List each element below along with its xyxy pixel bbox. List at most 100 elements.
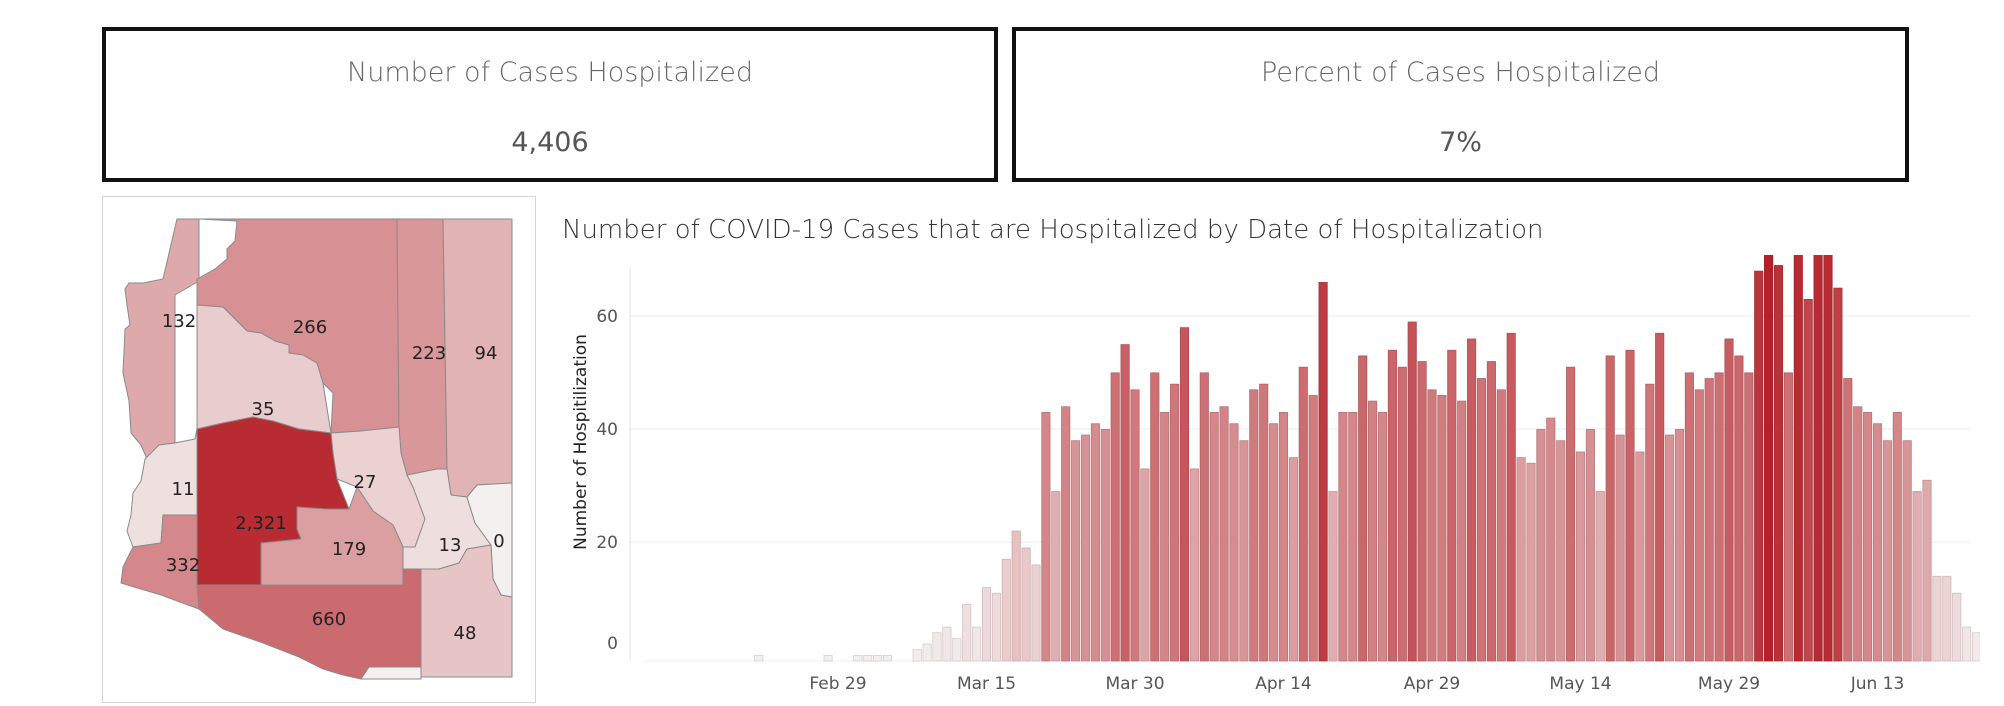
bar[interactable] xyxy=(1219,406,1229,662)
bar[interactable] xyxy=(754,654,764,662)
bar[interactable] xyxy=(1239,440,1249,662)
bar[interactable] xyxy=(873,654,883,662)
bar[interactable] xyxy=(1556,440,1566,662)
bar[interactable] xyxy=(1902,440,1912,662)
bar[interactable] xyxy=(952,637,962,662)
bar[interactable] xyxy=(1536,428,1546,662)
bar[interactable] xyxy=(1110,372,1120,662)
bar[interactable] xyxy=(1566,366,1576,662)
bar[interactable] xyxy=(1684,372,1694,662)
county-santa-cruz[interactable] xyxy=(360,666,422,680)
bar[interactable] xyxy=(1377,411,1388,662)
bar[interactable] xyxy=(932,632,942,662)
bar[interactable] xyxy=(1051,491,1061,662)
bar[interactable] xyxy=(1090,423,1100,662)
bar[interactable] xyxy=(1308,395,1318,662)
bar[interactable] xyxy=(1457,400,1467,662)
bar[interactable] xyxy=(853,654,863,662)
bar[interactable] xyxy=(1199,372,1209,662)
bar[interactable] xyxy=(1288,457,1298,662)
bar[interactable] xyxy=(1209,411,1219,662)
bar[interactable] xyxy=(1338,411,1348,662)
bar[interactable] xyxy=(1793,255,1803,662)
bar[interactable] xyxy=(1298,366,1308,662)
bar[interactable] xyxy=(1358,355,1368,662)
bar[interactable] xyxy=(882,654,893,662)
bar[interactable] xyxy=(1872,423,1883,662)
bar[interactable] xyxy=(1773,265,1784,662)
bar[interactable] xyxy=(1486,361,1496,662)
bar[interactable] xyxy=(1595,491,1605,662)
bar[interactable] xyxy=(1764,255,1774,662)
bar[interactable] xyxy=(1694,389,1704,662)
bar[interactable] xyxy=(1665,434,1675,662)
bar[interactable] xyxy=(1962,626,1972,662)
bar[interactable] xyxy=(1001,558,1011,662)
bar[interactable] xyxy=(1011,530,1021,662)
bar[interactable] xyxy=(972,626,982,662)
bar[interactable] xyxy=(1150,372,1160,662)
bar[interactable] xyxy=(1853,406,1863,662)
bar[interactable] xyxy=(1546,417,1556,662)
bar[interactable] xyxy=(1387,349,1397,662)
bar[interactable] xyxy=(991,592,1001,662)
bar[interactable] xyxy=(1744,372,1754,662)
county-cochise[interactable] xyxy=(420,544,513,678)
bar[interactable] xyxy=(1269,423,1279,662)
bar[interactable] xyxy=(1071,440,1081,662)
bar[interactable] xyxy=(1259,383,1269,662)
bar[interactable] xyxy=(1100,428,1110,662)
bar[interactable] xyxy=(823,654,833,662)
bar[interactable] xyxy=(1912,491,1922,662)
bar[interactable] xyxy=(1585,428,1595,662)
bar[interactable] xyxy=(1427,389,1437,662)
bar[interactable] xyxy=(1467,338,1477,662)
bar[interactable] xyxy=(1140,468,1150,662)
bar[interactable] xyxy=(1021,547,1031,662)
bar[interactable] xyxy=(1754,270,1764,662)
bar[interactable] xyxy=(1783,372,1793,662)
county-mohave[interactable] xyxy=(122,218,200,460)
bar[interactable] xyxy=(962,604,972,662)
bar[interactable] xyxy=(1655,332,1665,662)
bar[interactable] xyxy=(1833,287,1843,662)
bar[interactable] xyxy=(1189,468,1199,662)
bar[interactable] xyxy=(1704,378,1714,662)
bar[interactable] xyxy=(863,654,873,662)
bar[interactable] xyxy=(1170,383,1180,662)
bar[interactable] xyxy=(1229,423,1239,662)
bar[interactable] xyxy=(1080,434,1091,662)
bar[interactable] xyxy=(1575,451,1586,662)
bar[interactable] xyxy=(1447,349,1457,662)
bar[interactable] xyxy=(1635,451,1645,662)
bar[interactable] xyxy=(1437,395,1447,662)
bar[interactable] xyxy=(1407,321,1417,662)
bar[interactable] xyxy=(1249,389,1259,662)
bar[interactable] xyxy=(1863,411,1873,662)
bar[interactable] xyxy=(922,643,932,662)
bar[interactable] xyxy=(1674,428,1685,662)
bar[interactable] xyxy=(1120,344,1130,662)
bar[interactable] xyxy=(1952,592,1962,662)
county-pima[interactable] xyxy=(196,568,422,680)
bar[interactable] xyxy=(1932,575,1942,662)
bar[interactable] xyxy=(1348,411,1358,662)
bar[interactable] xyxy=(1615,434,1625,662)
bar[interactable] xyxy=(1417,361,1427,662)
bar[interactable] xyxy=(1031,564,1041,662)
bar[interactable] xyxy=(1724,338,1734,662)
bar[interactable] xyxy=(942,626,952,662)
bar[interactable] xyxy=(1496,389,1506,662)
bar[interactable] xyxy=(1605,355,1615,662)
bar[interactable] xyxy=(1625,349,1635,662)
bar[interactable] xyxy=(1476,378,1487,662)
bar[interactable] xyxy=(1526,462,1536,662)
bar[interactable] xyxy=(1160,411,1170,662)
bar[interactable] xyxy=(1397,366,1407,662)
bar[interactable] xyxy=(1061,406,1071,662)
bar[interactable] xyxy=(1645,383,1655,662)
bar[interactable] xyxy=(1922,479,1932,662)
bar[interactable] xyxy=(1942,575,1952,662)
bar[interactable] xyxy=(1813,255,1823,662)
bar[interactable] xyxy=(1506,332,1516,662)
